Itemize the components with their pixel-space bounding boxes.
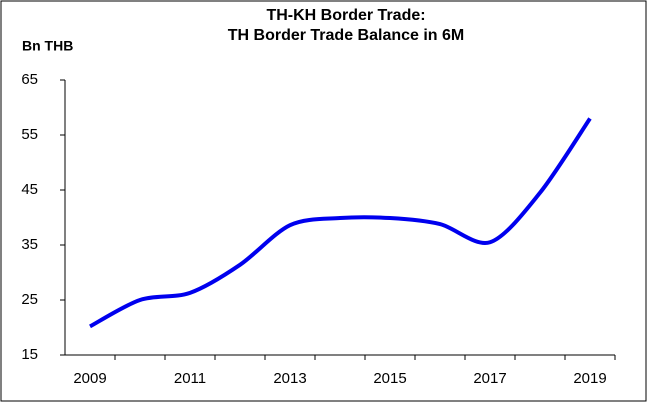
x-tick-label: 2019 (573, 370, 606, 387)
x-tick-label: 2017 (473, 370, 506, 387)
chart-title: TH-KH Border Trade: (266, 7, 425, 24)
data-line (89, 117, 592, 329)
y-axis-label: Bn THB (22, 38, 73, 54)
chart-title: TH Border Trade Balance in 6M (228, 27, 465, 44)
y-tick-label: 25 (21, 291, 38, 308)
x-tick-label: 2015 (373, 370, 406, 387)
y-tick-label: 15 (21, 346, 38, 363)
x-tick-label: 2013 (273, 370, 306, 387)
y-tick-label: 45 (21, 181, 38, 198)
y-tick-label: 65 (21, 71, 38, 88)
x-tick-label: 2011 (174, 370, 206, 387)
y-tick-label: 55 (21, 126, 38, 143)
x-tick-label: 2009 (73, 370, 106, 387)
y-tick-label: 35 (21, 236, 38, 253)
